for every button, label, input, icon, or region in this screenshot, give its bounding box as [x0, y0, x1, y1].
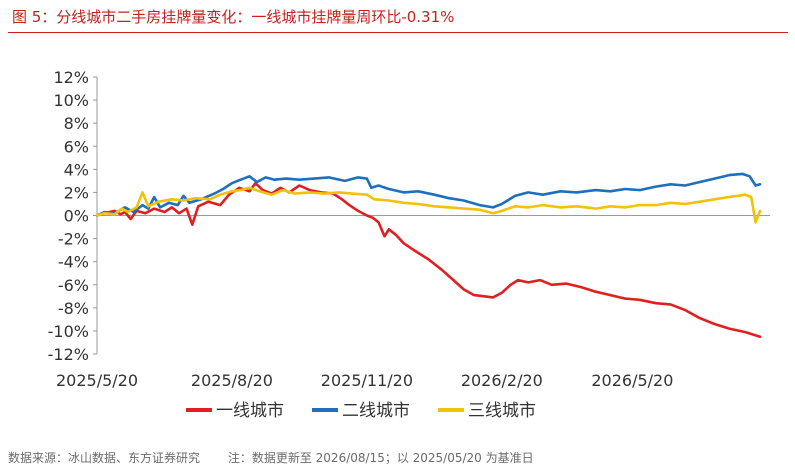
x-tick-label: 2025/5/20 [56, 371, 138, 390]
title-divider [8, 32, 788, 33]
x-tick-label: 2025/8/20 [191, 371, 273, 390]
x-tick-label: 2026/5/20 [591, 371, 673, 390]
y-tick-label: 2% [64, 183, 89, 202]
y-tick-label: 4% [64, 160, 89, 179]
chart-title: 图 5：分线城市二手房挂牌量变化：一线城市挂牌量周环比-0.31% [12, 8, 455, 26]
legend-label: 一线城市 [216, 401, 284, 421]
legend-label: 二线城市 [342, 401, 410, 421]
source-footer: 数据来源：冰山数据、东方证券研究 注：数据更新至 2026/08/15；以 20… [8, 449, 534, 466]
series-line [95, 181, 762, 339]
y-tick-label: 8% [64, 114, 89, 133]
y-tick-label: -10% [48, 322, 89, 341]
y-tick-label: -6% [58, 276, 89, 295]
y-tick-label: 10% [53, 91, 89, 110]
y-tick-label: 6% [64, 137, 89, 156]
x-tick-label: 2025/11/20 [321, 371, 413, 390]
legend-label: 三线城市 [468, 401, 536, 421]
y-tick-label: 12% [53, 68, 89, 87]
source-note: 注：数据更新至 2026/08/15；以 2025/05/20 为基准日 [227, 451, 534, 465]
y-tick-label: -12% [48, 345, 89, 364]
y-tick-label: 0% [64, 207, 89, 226]
series-line [95, 172, 762, 217]
series-line [95, 186, 762, 224]
y-tick-label: -2% [58, 230, 89, 249]
y-tick-label: -8% [58, 299, 89, 318]
source-label: 数据来源：冰山数据、东方证券研究 [8, 451, 201, 465]
x-tick-label: 2026/2/20 [461, 371, 543, 390]
y-tick-label: -4% [58, 253, 89, 272]
